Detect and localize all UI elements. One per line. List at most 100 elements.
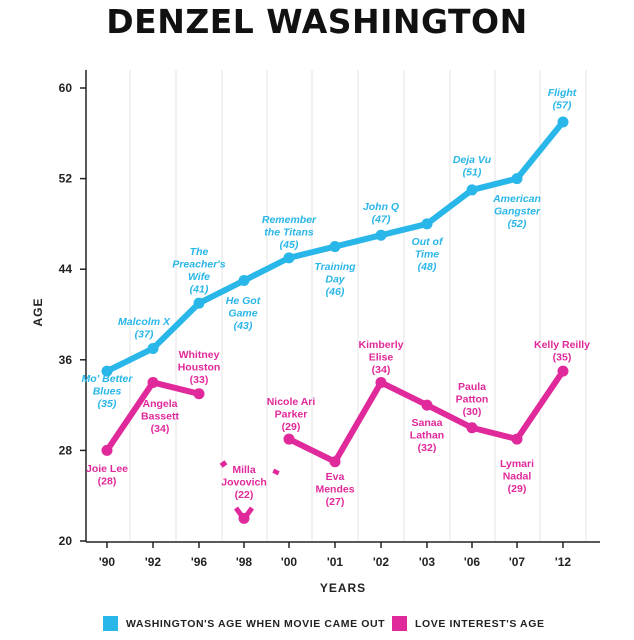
label-love-interest-10: Kelly Reilly(35) xyxy=(534,339,590,364)
label-line-love-interest-4-2: (29) xyxy=(282,421,301,433)
y-tick-label-1: 28 xyxy=(59,443,73,457)
point-love-interest-8 xyxy=(466,422,478,434)
label-line-love-interest-3-0: Milla xyxy=(232,464,255,476)
label-line-washington-2-2: Wife xyxy=(188,271,210,283)
label-line-love-interest-1-1: Bassett xyxy=(141,411,179,423)
legend-label-love-interest: LOVE INTEREST'S AGE xyxy=(415,617,545,630)
point-washington-0 xyxy=(101,365,113,377)
x-tick-label-5: '01 xyxy=(327,555,344,569)
label-line-love-interest-9-1: Nadal xyxy=(503,471,532,483)
x-tick-label-2: '96 xyxy=(191,555,208,569)
x-tick-label-9: '07 xyxy=(509,555,526,569)
label-line-love-interest-2-0: Whitney xyxy=(179,349,220,361)
label-line-love-interest-3-2: (22) xyxy=(235,489,254,501)
label-line-washington-8-1: (51) xyxy=(463,167,482,179)
label-line-washington-5-1: Day xyxy=(325,274,345,286)
x-axis-title: YEARS xyxy=(320,581,366,595)
x-tick-label-0: '90 xyxy=(99,555,116,569)
point-love-interest-3 xyxy=(238,512,250,524)
point-washington-6 xyxy=(375,229,387,241)
point-love-interest-2 xyxy=(193,388,205,400)
label-line-washington-5-0: Training xyxy=(314,261,356,273)
series-stub-2 xyxy=(272,468,280,476)
grid-lines xyxy=(129,70,587,542)
x-tick-label-4: '00 xyxy=(281,555,298,569)
label-line-love-interest-0-0: Joie Lee xyxy=(86,463,128,475)
label-line-love-interest-5-2: (27) xyxy=(326,496,345,508)
legend-item-washington: WASHINGTON'S AGE WHEN MOVIE CAME OUT xyxy=(103,616,385,631)
chart-title: DENZEL WASHINGTON xyxy=(106,2,528,41)
label-line-washington-2-1: Preacher's xyxy=(172,259,225,271)
label-line-love-interest-7-2: (32) xyxy=(418,442,437,454)
label-line-love-interest-2-1: Houston xyxy=(178,362,221,374)
point-love-interest-9 xyxy=(511,433,523,445)
point-love-interest-10 xyxy=(557,365,569,377)
line-chart: 20 28 36 44 52 60 '90 '92 '96 '98 '00 '01 '02 '03 '06 '… xyxy=(31,70,600,595)
label-line-love-interest-10-0: Kelly Reilly xyxy=(534,339,590,351)
label-line-washington-5-2: (46) xyxy=(326,286,345,298)
label-line-washington-9-2: (52) xyxy=(508,218,527,230)
label-line-washington-7-0: Out of xyxy=(412,236,444,248)
label-line-washington-6-1: (47) xyxy=(372,214,391,226)
label-washington-10: Flight(57) xyxy=(548,87,577,112)
point-washington-5 xyxy=(329,241,341,253)
label-line-washington-7-2: (48) xyxy=(418,261,437,273)
label-washington-8: Deja Vu(51) xyxy=(453,154,492,179)
label-line-washington-1-0: Malcolm X xyxy=(118,316,171,328)
label-line-love-interest-4-0: Nicole Ari xyxy=(267,396,316,408)
point-love-interest-7 xyxy=(421,399,433,411)
label-line-love-interest-9-0: Lymari xyxy=(500,458,534,470)
label-line-love-interest-8-0: Paula xyxy=(458,381,486,393)
label-line-washington-3-1: Game xyxy=(228,308,257,320)
label-washington-6: John Q(47) xyxy=(363,201,399,226)
label-line-love-interest-1-2: (34) xyxy=(151,423,170,435)
label-line-love-interest-10-1: (35) xyxy=(553,352,572,364)
label-line-washington-9-1: Gangster xyxy=(494,206,541,218)
point-washington-3 xyxy=(238,275,250,287)
legend-item-love-interest: LOVE INTEREST'S AGE xyxy=(392,616,545,631)
series-stub-1 xyxy=(219,460,228,468)
y-tick-label-4: 52 xyxy=(59,172,73,186)
label-line-washington-0-1: Blues xyxy=(93,386,122,398)
point-love-interest-0 xyxy=(101,444,113,456)
label-line-love-interest-4-1: Parker xyxy=(275,409,308,421)
label-line-love-interest-7-1: Lathan xyxy=(410,430,444,442)
label-line-love-interest-8-1: Patton xyxy=(456,394,489,406)
x-tick-label-6: '02 xyxy=(373,555,390,569)
point-washington-1 xyxy=(147,342,159,354)
point-washington-4 xyxy=(283,252,295,264)
point-love-interest-1 xyxy=(147,376,159,388)
point-love-interest-5 xyxy=(329,456,341,468)
label-line-love-interest-9-2: (29) xyxy=(508,483,527,495)
point-washington-2 xyxy=(193,297,205,309)
legend-swatch-blue xyxy=(103,616,118,631)
label-line-washington-3-2: (43) xyxy=(234,320,253,332)
point-washington-10 xyxy=(557,116,569,128)
y-axis-title: AGE xyxy=(31,297,45,326)
label-line-washington-0-2: (35) xyxy=(98,398,117,410)
label-line-washington-0-0: Mo' Better xyxy=(82,373,134,385)
label-line-love-interest-8-2: (30) xyxy=(463,406,482,418)
label-line-washington-10-0: Flight xyxy=(548,87,577,99)
label-line-washington-9-0: American xyxy=(492,193,541,205)
x-tick-label-7: '03 xyxy=(419,555,436,569)
y-tick-label-5: 60 xyxy=(59,81,73,95)
label-line-washington-2-3: (41) xyxy=(190,284,209,296)
axes: 20 28 36 44 52 60 '90 '92 '96 '98 '00 '01 '02 '03 '06 '… xyxy=(31,70,600,595)
x-tick-label-8: '06 xyxy=(464,555,481,569)
